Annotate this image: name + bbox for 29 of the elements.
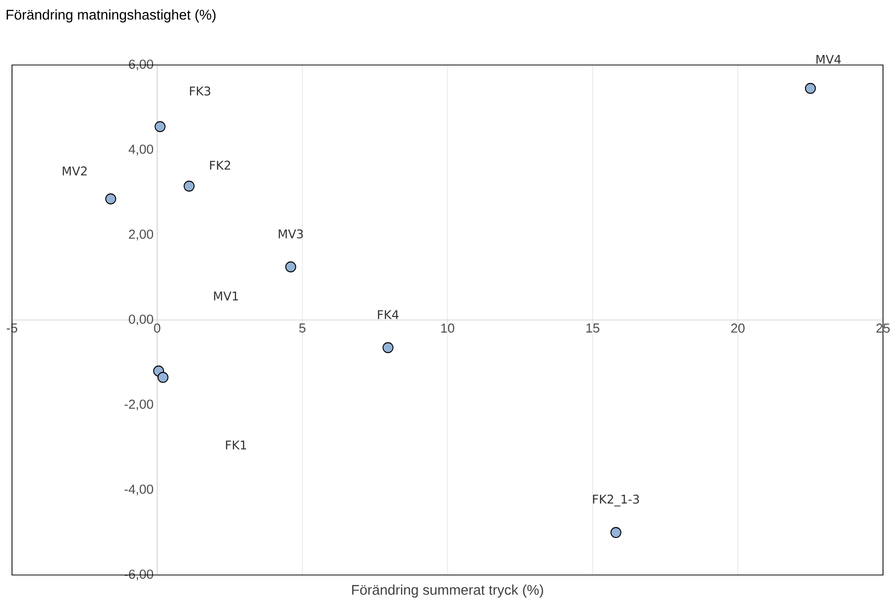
annotation: FK1 [226,440,246,450]
x-tick-label: 0 [154,324,160,333]
annotation: FK4 [378,310,399,319]
point [154,121,166,132]
x-tick-label: 5 [299,324,306,333]
point [158,372,168,383]
x-tick-label: 20 [731,324,745,333]
point [382,342,394,354]
y-tick-label: 4,00 [128,144,154,156]
annotation: FK2 [210,160,230,170]
annotation: FK2_1-3 [593,494,639,506]
y-tick-label: 0,00 [128,314,154,326]
y-axis-title: Förändring matningshastighet (%) [6,9,216,22]
point [105,193,116,204]
point [610,527,622,538]
point [285,261,296,272]
annotation: MV1 [214,292,238,300]
y-tick-label: 2,00 [128,230,154,240]
point [184,180,195,192]
x-axis-title: Förändring summerat tryck (%) [352,584,544,598]
annotation: MV3 [278,229,303,238]
point [804,82,816,94]
annotation: MV2 [62,166,87,176]
y-tick-label: -4,00 [124,484,154,496]
x-tick-label: 15 [586,324,600,333]
annotation: FK3 [190,86,210,96]
x-tick-label: 10 [441,324,454,333]
annotation: MV4 [816,54,841,64]
y-tick-label: -2,00 [124,400,154,410]
